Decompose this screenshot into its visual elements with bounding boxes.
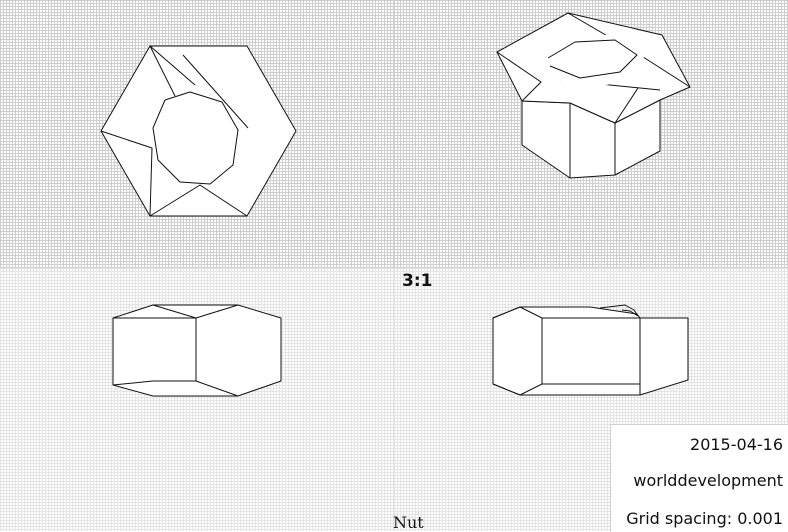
hex-edge-line <box>149 45 196 86</box>
front-edge <box>112 380 239 397</box>
hex-edge-line <box>149 184 248 217</box>
drawing-author: worlddevelopment <box>633 471 783 490</box>
side-thread-detail <box>599 304 639 317</box>
front-view <box>112 304 282 397</box>
grid-bottom-right <box>394 268 788 531</box>
front-edge <box>152 304 197 319</box>
iso-edge <box>496 51 542 102</box>
iso-edge <box>614 87 639 124</box>
top-view <box>100 45 297 217</box>
hex-edge-line <box>149 45 176 97</box>
iso-side-left <box>521 100 571 179</box>
side-edge <box>492 383 641 396</box>
title-block: 2015-04-16 worlddevelopment Grid spacing… <box>610 424 788 532</box>
front-edge <box>113 304 239 319</box>
side-view <box>492 304 689 396</box>
grid-spacing-label: Grid spacing: 0.001 <box>626 509 783 528</box>
front-outline <box>112 304 282 397</box>
part-name: Nut <box>393 513 424 532</box>
scale-label: 3:1 <box>402 271 433 291</box>
hex-edge-line <box>182 54 249 129</box>
hex-outline <box>100 45 297 217</box>
iso-thread <box>540 34 644 86</box>
hex-edge-line <box>100 130 153 217</box>
thread-rings <box>152 91 239 185</box>
side-edge <box>492 306 640 319</box>
side-outline <box>492 306 689 396</box>
drawing-date: 2015-04-16 <box>690 435 783 454</box>
iso-view <box>496 12 691 179</box>
